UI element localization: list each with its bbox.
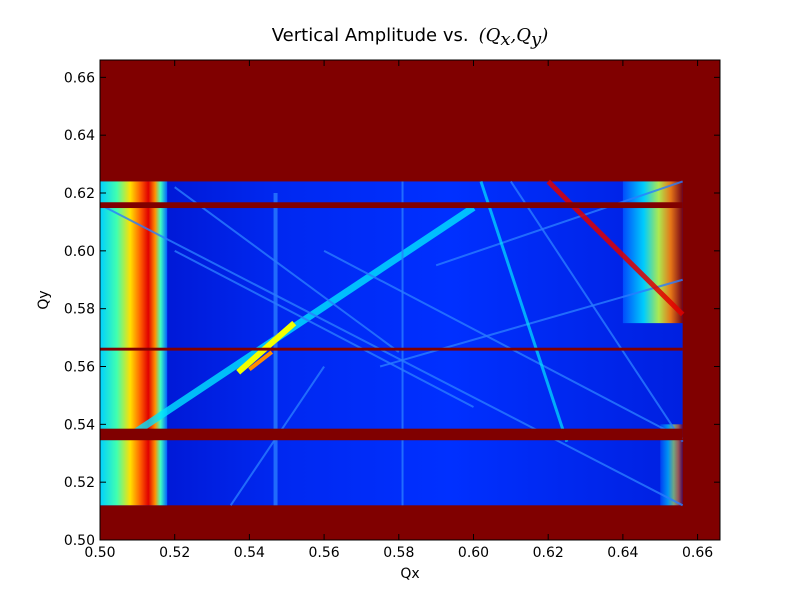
resonance-line: [174, 249, 474, 408]
y-tick-label: 0.62: [64, 186, 95, 202]
x-axis-ticks: 0.50 0.52 0.54 0.56 0.58 0.60 0.62 0.64 0.66: [84, 60, 713, 561]
chart-title: Vertical Amplitude vs. (Qx,Qy): [272, 25, 548, 50]
x-tick-label: 0.58: [383, 545, 414, 561]
x-tick-label: 0.50: [84, 545, 115, 561]
x-tick-label: 0.56: [309, 545, 340, 561]
resonance-lines: [99, 179, 685, 507]
saturated-bands: [100, 202, 683, 441]
x-tick-label: 0.60: [458, 545, 489, 561]
x-tick-label: 0.52: [159, 545, 190, 561]
y-tick-label: 0.64: [64, 128, 95, 144]
plot-area: [99, 59, 721, 541]
y-tick-label: 0.54: [64, 417, 95, 433]
resonance-line: [379, 278, 683, 368]
left-edge-band: [100, 181, 168, 506]
y-tick-label: 0.52: [64, 475, 95, 491]
y-tick-label: 0.66: [64, 70, 95, 86]
y-axis-ticks: 0.50 0.52 0.54 0.56 0.58 0.60 0.62 0.64 0.66: [64, 70, 720, 549]
x-tick-label: 0.66: [682, 545, 713, 561]
right-lower-edge: [660, 424, 683, 506]
x-tick-label: 0.64: [607, 545, 638, 561]
x-axis-label: Qx: [400, 566, 419, 582]
resonance-line: [99, 203, 684, 507]
y-tick-label: 0.58: [64, 302, 95, 318]
saturated-band: [100, 428, 683, 441]
y-tick-label: 0.56: [64, 360, 95, 376]
resonance-hotspot-core: [248, 350, 274, 371]
plot-frame: [99, 59, 721, 541]
y-axis-label: Qy: [36, 290, 52, 309]
data-field: [100, 181, 683, 506]
y-tick-label: 0.50: [64, 533, 95, 549]
resonance-line: [127, 204, 476, 439]
resonance-line: [510, 180, 684, 443]
y-tick-label: 0.60: [64, 244, 95, 260]
saturated-band: [100, 202, 683, 209]
x-tick-label: 0.54: [234, 545, 265, 561]
resonance-line: [323, 249, 684, 440]
saturated-band: [100, 347, 683, 351]
x-tick-label: 0.62: [533, 545, 564, 561]
resonance-line: [435, 180, 683, 267]
resonance-line: [174, 186, 400, 353]
right-diagonal-bright: [479, 180, 569, 443]
